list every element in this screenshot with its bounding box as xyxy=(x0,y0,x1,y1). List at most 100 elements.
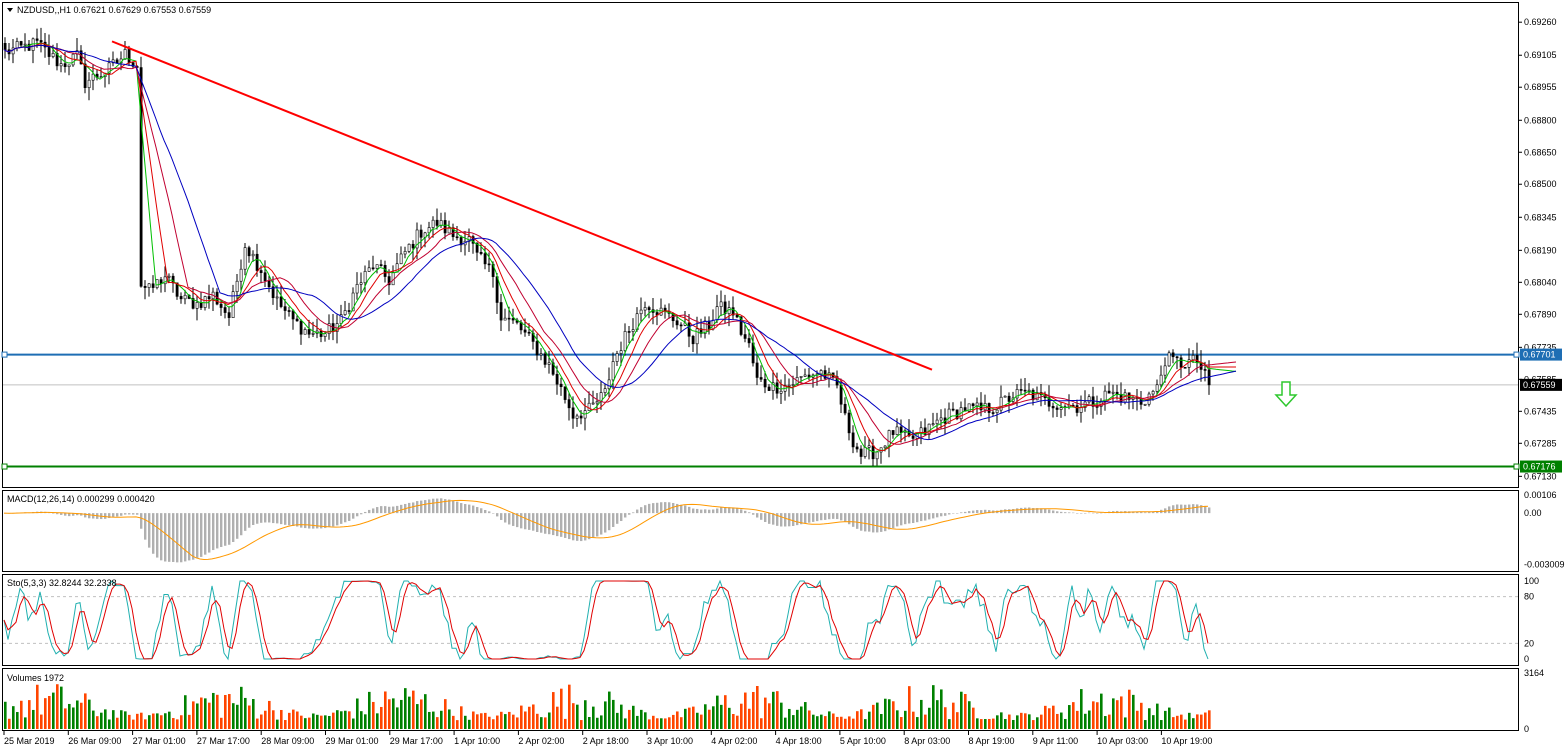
macd-histogram-bar xyxy=(608,513,611,531)
volume-bar xyxy=(1036,717,1039,729)
time-tick-label: 4 Apr 02:00 xyxy=(711,736,757,746)
candle-body xyxy=(499,302,503,321)
macd-histogram-bar xyxy=(648,503,651,514)
volume-bar xyxy=(744,692,747,729)
candle-body xyxy=(31,38,35,51)
candle-body xyxy=(947,408,951,424)
macd-histogram-bar xyxy=(848,513,851,525)
candle-body xyxy=(379,264,383,266)
candle-body xyxy=(855,446,859,450)
macd-pane-frame xyxy=(2,490,1519,572)
volume-bar xyxy=(188,714,191,729)
moving-average-line xyxy=(3,44,1237,445)
macd-histogram-bar xyxy=(960,512,963,514)
volume-bar xyxy=(16,712,19,729)
candle-body xyxy=(887,430,891,447)
macd-histogram-bar xyxy=(928,513,931,520)
candle-body xyxy=(55,53,59,67)
candle-body xyxy=(1047,397,1051,407)
macd-histogram-bar xyxy=(792,513,795,526)
level-handle-left xyxy=(1,351,8,358)
candle-body xyxy=(111,59,115,64)
candle-body xyxy=(523,329,527,333)
macd-histogram-bar xyxy=(1156,510,1159,514)
volume-bar xyxy=(876,702,879,729)
candle-body xyxy=(311,333,315,335)
volume-bar xyxy=(388,699,391,729)
macd-histogram-bar xyxy=(136,513,139,515)
volume-bar xyxy=(1068,705,1071,729)
volume-bar xyxy=(72,707,75,729)
volume-bar xyxy=(372,701,375,729)
volume-bar xyxy=(140,712,143,729)
candle-body xyxy=(923,427,927,435)
volume-bar xyxy=(996,715,999,729)
volume-bar xyxy=(600,715,603,729)
level-price-tag-label: 0.67176 xyxy=(1523,462,1556,472)
volume-bar xyxy=(1148,708,1151,729)
volume-bar xyxy=(444,699,447,729)
candle-body xyxy=(1051,406,1055,409)
volume-bar xyxy=(1032,720,1035,729)
volume-bar xyxy=(176,719,179,729)
macd-histogram-bar xyxy=(272,513,275,524)
candle-body xyxy=(931,423,935,425)
macd-histogram-bar xyxy=(52,513,55,514)
macd-histogram-bar xyxy=(520,513,523,529)
macd-histogram-bar xyxy=(1024,507,1027,514)
macd-signal-line xyxy=(3,499,1209,561)
macd-histogram-bar xyxy=(796,513,799,526)
candle-body xyxy=(291,310,295,320)
macd-histogram-bar xyxy=(780,513,783,527)
macd-histogram-bar xyxy=(88,513,91,519)
macd-histogram-bar xyxy=(284,513,287,525)
macd-histogram-bar xyxy=(188,513,191,561)
volume-bar xyxy=(1104,716,1107,729)
macd-histogram-bar xyxy=(1020,507,1023,514)
macd-histogram-bar xyxy=(536,513,539,533)
macd-histogram-bar xyxy=(184,513,187,562)
macd-histogram-bar xyxy=(292,513,295,526)
candle-body xyxy=(631,329,635,332)
volume-bar xyxy=(496,715,499,729)
candle-body xyxy=(35,38,39,41)
candle-body xyxy=(611,361,615,381)
candle-body xyxy=(895,426,899,435)
macd-histogram-bar xyxy=(348,513,351,521)
volume-bar xyxy=(1124,717,1127,729)
symbol-dropdown-icon[interactable] xyxy=(7,8,13,12)
volume-bar xyxy=(1040,714,1043,729)
volume-bar xyxy=(776,691,779,729)
volume-bar xyxy=(1140,702,1143,729)
candle-body xyxy=(1003,395,1007,398)
candle-body xyxy=(1143,403,1147,406)
stochastic-tick-label: 100 xyxy=(1524,576,1539,586)
volume-bar xyxy=(592,706,595,729)
candle-body xyxy=(799,376,803,378)
volume-bar xyxy=(68,703,71,729)
candle-body xyxy=(567,399,571,409)
candle-body xyxy=(363,271,367,284)
macd-histogram-bar xyxy=(1192,504,1195,514)
macd-histogram-bar xyxy=(764,513,767,522)
macd-histogram-bar xyxy=(816,513,819,522)
volume-bar xyxy=(1048,708,1051,729)
macd-tick-label: 0.00106 xyxy=(1524,490,1557,500)
level-price-tag xyxy=(1520,348,1562,361)
candle-body xyxy=(1091,396,1095,407)
level-price-tag xyxy=(1520,460,1562,473)
volume-bar xyxy=(732,713,735,729)
candle-body xyxy=(1087,396,1091,403)
volume-bar xyxy=(968,701,971,729)
macd-histogram-bar xyxy=(220,513,223,547)
macd-histogram-bar xyxy=(200,513,203,557)
candle-body xyxy=(871,445,875,460)
volume-bar xyxy=(360,711,363,729)
candle-body xyxy=(11,47,15,55)
macd-histogram-bar xyxy=(504,513,507,523)
macd-histogram-bar xyxy=(1200,505,1203,514)
volume-bar xyxy=(832,713,835,729)
candle-body xyxy=(623,331,627,351)
macd-histogram-bar xyxy=(156,513,159,558)
macd-histogram-bar xyxy=(936,513,939,518)
